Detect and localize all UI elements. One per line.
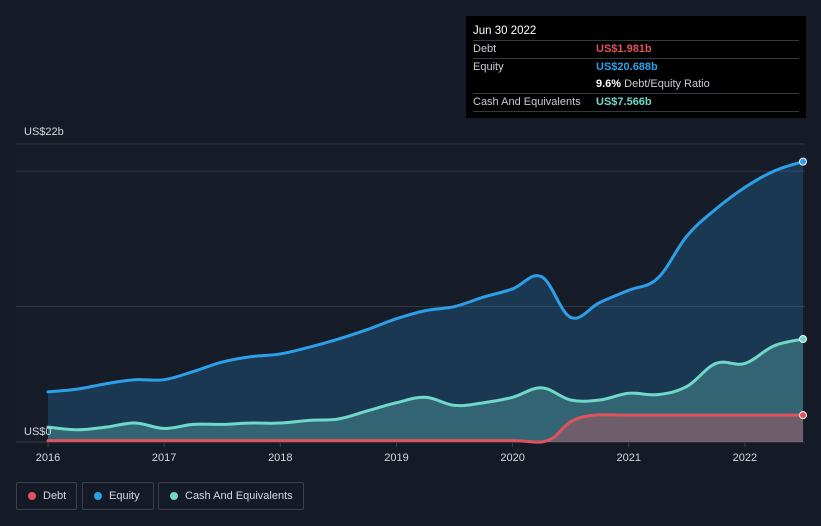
end-markers <box>799 157 807 420</box>
tooltip-debt-row: Debt US$1.981b <box>473 41 799 59</box>
tooltip-ratio-value: 9.6% <box>596 78 622 90</box>
tooltip-cash-label: Cash And Equivalents <box>473 96 581 108</box>
debt-area <box>48 414 803 443</box>
equity-dot-icon <box>94 492 102 500</box>
legend-debt[interactable]: Debt <box>16 482 77 510</box>
cash-line <box>46 337 805 432</box>
tooltip-ratio: 9.6% Debt/Equity Ratio <box>596 76 710 93</box>
debt-end-point <box>799 411 807 420</box>
y-axis-top-label: US$22b <box>24 126 64 138</box>
x-tick-label-2019: 2019 <box>384 452 408 464</box>
data-tooltip: Jun 30 2022 Debt US$1.981b Equity US$20.… <box>466 16 806 118</box>
cash-dot-icon <box>170 492 178 500</box>
x-tick-label-2022: 2022 <box>733 452 757 464</box>
equity-area <box>48 161 803 443</box>
debt-line <box>46 413 805 444</box>
tooltip-cash-row: Cash And Equivalents US$7.566b <box>473 94 799 112</box>
x-tick-label-2021: 2021 <box>617 452 641 464</box>
x-tick-label-2020: 2020 <box>500 452 524 464</box>
equity-line <box>46 160 805 394</box>
tooltip-ratio-label: Debt/Equity Ratio <box>624 78 710 90</box>
grid-lines <box>16 143 805 443</box>
x-tick-label-2018: 2018 <box>268 452 292 464</box>
cash-end-point <box>799 335 807 344</box>
legend-cash-label: Cash And Equivalents <box>185 490 293 502</box>
debt-dot-icon <box>28 492 36 500</box>
legend-debt-label: Debt <box>43 490 67 502</box>
tooltip-equity-label: Equity <box>473 61 504 73</box>
legend-cash[interactable]: Cash And Equivalents <box>158 482 304 510</box>
x-tick-label-2016: 2016 <box>36 452 60 464</box>
tooltip-ratio-row: 9.6% Debt/Equity Ratio <box>473 76 799 94</box>
legend-equity[interactable]: Equity <box>82 482 154 510</box>
tooltip-cash-value: US$7.566b <box>596 96 652 108</box>
series-lines <box>46 160 805 444</box>
tooltip-debt-value: US$1.981b <box>596 43 652 55</box>
equity-end-point <box>799 157 807 166</box>
tooltip-debt-label: Debt <box>473 43 497 55</box>
x-axis: 2016 2017 2018 2019 2020 2021 2022 <box>36 442 757 464</box>
tooltip-equity-value: US$20.688b <box>596 61 658 73</box>
y-axis-zero-label: US$0 <box>24 426 52 438</box>
legend-equity-label: Equity <box>109 490 140 502</box>
tooltip-equity-row: Equity US$20.688b <box>473 59 799 76</box>
tooltip-date: Jun 30 2022 <box>473 16 799 41</box>
x-tick-label-2017: 2017 <box>152 452 176 464</box>
